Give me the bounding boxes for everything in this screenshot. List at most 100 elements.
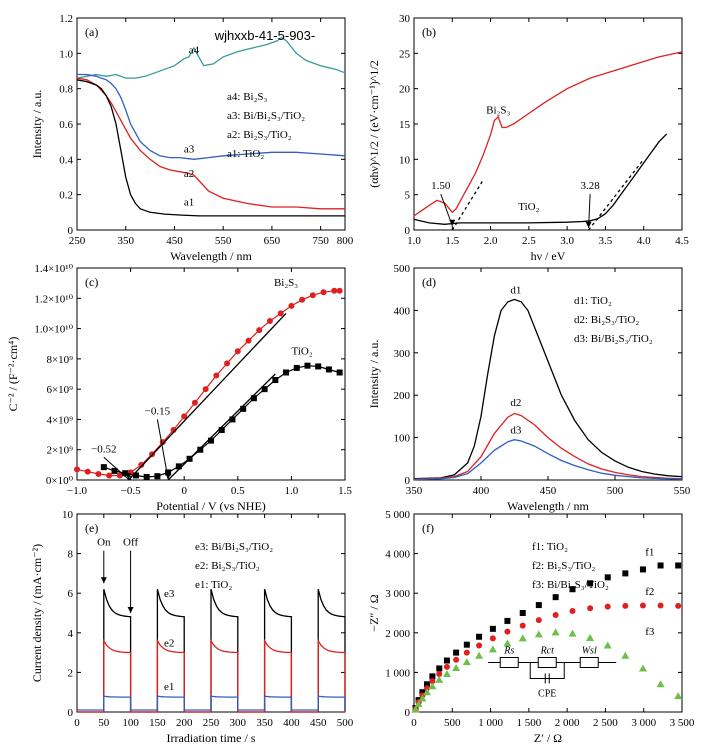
- series-label: a1: [184, 196, 194, 208]
- data-point: [656, 680, 665, 688]
- x-tick-label: 300: [230, 717, 247, 729]
- x-tick-label: 1.0: [285, 485, 299, 497]
- series-label: f3: [645, 626, 655, 638]
- data-point: [587, 580, 594, 587]
- data-point: [622, 602, 629, 609]
- plot-frame: [413, 267, 683, 481]
- data-point: [569, 608, 576, 615]
- x-tick-label: 400: [473, 485, 490, 497]
- data-point: [154, 473, 161, 480]
- x-tick-label: 200: [176, 717, 193, 729]
- y-tick-label: 2×10⁹: [46, 445, 73, 457]
- y-tick-label: 3 000: [385, 588, 410, 600]
- y-tick-label: 1.4×10¹⁰: [34, 263, 73, 275]
- circuit-label: Rct: [540, 646, 555, 657]
- x-axis-label: Z′ / Ω: [534, 731, 562, 745]
- data-point: [504, 628, 511, 635]
- x-tick-label: 250: [203, 717, 220, 729]
- y-axis-label: −Z″ / Ω: [367, 594, 381, 631]
- x-tick-label: 1.5: [445, 235, 459, 247]
- data-point: [106, 472, 113, 479]
- x-tick-label: 0: [74, 717, 80, 729]
- y-tick-label: 4: [68, 628, 74, 640]
- data-point: [621, 651, 630, 659]
- series-label: a4: [189, 44, 200, 56]
- y-axis-label: Intensity / a.u.: [367, 340, 381, 409]
- x-tick-label: 2.0: [484, 235, 498, 247]
- data-point: [132, 472, 139, 479]
- y-tick-label: 0: [405, 707, 411, 719]
- x-tick-label: 450: [166, 235, 183, 247]
- x-tick-label: 800: [337, 235, 354, 247]
- panel-c: −1.0 −0.5 0 0.5 1.0 1.5 0×10⁰ 2×10⁹ 4×10⁹ 6×10⁹ 8×…: [6, 263, 352, 513]
- x-tick-label: 450: [540, 485, 557, 497]
- data-point: [552, 594, 559, 601]
- data-point: [489, 625, 496, 632]
- annotation-arrow: [103, 456, 129, 480]
- series-Bi₂S₃: Bi₂S₃: [74, 277, 343, 479]
- data-point: [419, 689, 426, 696]
- x-tick-label: 1.0: [407, 235, 421, 247]
- y-tick-label: 5: [405, 190, 411, 202]
- y-tick-label: 6: [68, 588, 74, 600]
- annotation-arrowhead: [127, 607, 134, 613]
- resistor-rs: [499, 657, 519, 668]
- annotation-text: −0.15: [145, 405, 171, 417]
- x-tick-label: −1.0: [67, 485, 87, 497]
- series-a2: a2: [76, 77, 345, 210]
- y-tick-label: 500: [394, 263, 411, 275]
- y-tick-label: 8×10⁹: [46, 354, 73, 366]
- data-point: [453, 656, 460, 663]
- series-line: [128, 312, 287, 481]
- data-point: [429, 678, 436, 685]
- y-tick-label: 8: [68, 549, 74, 561]
- data-point: [463, 641, 470, 648]
- data-point: [428, 682, 437, 690]
- panel-e: 0 50 100 150 200 250 300 350 400 450 500 0 2 4 6 8 10 Irr…: [30, 509, 354, 745]
- annotation-text: Off: [123, 537, 138, 549]
- data-point: [411, 705, 420, 713]
- data-point: [504, 617, 511, 624]
- data-point: [657, 602, 664, 609]
- series-label: e1: [164, 681, 174, 693]
- series-line: [76, 79, 345, 217]
- y-tick-label: 1.2×10¹⁰: [34, 293, 73, 305]
- panel-a: 250 350 450 550 650 750 800 0 0.2 0.4 0.6 0.8 1.0 1.2…: [30, 13, 354, 263]
- series-d1: d1: [413, 284, 683, 480]
- data-point: [552, 611, 559, 618]
- y-tick-label: 5 000: [385, 509, 410, 521]
- panel-label: (f): [422, 521, 434, 535]
- data-point: [435, 675, 444, 683]
- circuit-label: Rs: [503, 646, 514, 657]
- data-point: [519, 622, 526, 629]
- y-tick-label: 0: [405, 475, 411, 487]
- x-tick-label: 3 000: [631, 717, 656, 729]
- y-axis-label: C⁻² / (F⁻²·cm⁴): [6, 337, 20, 412]
- y-tick-label: 0: [68, 707, 74, 719]
- circuit-label: Wsl: [582, 646, 597, 657]
- data-point: [604, 574, 611, 581]
- series-line: [413, 298, 683, 480]
- series-label: TiO₂: [292, 345, 313, 357]
- series-a3: a3: [77, 73, 346, 160]
- data-point: [657, 562, 664, 569]
- annotation-arrow: [156, 419, 169, 480]
- data-point: [442, 669, 451, 677]
- series-TiO₂: TiO₂: [100, 345, 343, 480]
- data-point: [475, 651, 484, 659]
- legend-entry: f2: Bi₂S₃/TiO₂: [532, 560, 596, 572]
- data-point: [197, 446, 204, 453]
- data-point: [443, 657, 450, 664]
- series-label: e3: [164, 588, 175, 600]
- data-point: [143, 473, 150, 480]
- x-tick-label: 2.5: [522, 235, 536, 247]
- y-tick-label: 100: [394, 433, 411, 445]
- y-tick-label: 0.8: [59, 84, 73, 96]
- data-point: [304, 362, 311, 369]
- y-tick-label: 25: [399, 48, 411, 60]
- data-point: [569, 586, 576, 593]
- data-point: [320, 289, 327, 296]
- series-line: [167, 373, 276, 481]
- legend-entry: d3: Bi/Bi₂S₃/TiO₂: [574, 333, 653, 345]
